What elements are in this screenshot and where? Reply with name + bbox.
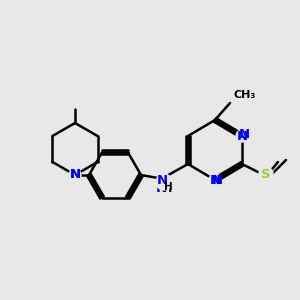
Text: S: S [264,167,274,181]
Text: N: N [69,169,81,182]
Text: N: N [238,128,250,142]
Circle shape [209,174,221,186]
Text: N: N [236,130,247,142]
Text: N: N [156,173,168,187]
Text: CH₃: CH₃ [233,90,255,100]
Text: H: H [164,184,172,194]
Text: N: N [69,169,81,182]
Circle shape [156,174,172,190]
Circle shape [236,130,248,142]
Text: S: S [261,167,271,181]
Text: N: N [212,175,223,188]
Circle shape [259,167,273,181]
Text: N: N [209,173,220,187]
Text: N: N [69,169,81,182]
Circle shape [69,169,81,181]
Text: N: N [155,182,167,195]
Text: H: H [164,182,172,192]
